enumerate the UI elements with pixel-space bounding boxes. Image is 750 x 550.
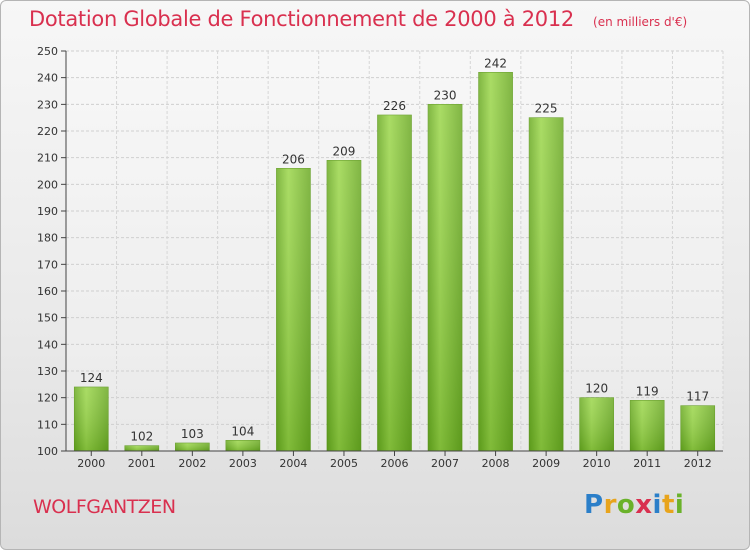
bar-shade — [377, 115, 412, 451]
x-tick-label: 2005 — [330, 457, 358, 470]
bar-shade — [680, 405, 715, 451]
bar-shade — [529, 117, 564, 452]
value-label: 209 — [333, 144, 356, 158]
x-tick-label: 2007 — [431, 457, 459, 470]
y-tick-label: 170 — [37, 258, 58, 271]
y-tick-label: 250 — [37, 45, 58, 58]
x-tick-label: 2006 — [381, 457, 409, 470]
y-tick-label: 240 — [37, 72, 58, 85]
chart-title: Dotation Globale de Fonctionnement de 20… — [29, 7, 574, 31]
y-tick-label: 180 — [37, 232, 58, 245]
value-label: 104 — [231, 424, 254, 438]
value-label: 119 — [636, 384, 659, 398]
title-row: Dotation Globale de Fonctionnement de 20… — [29, 7, 687, 31]
value-label: 225 — [535, 102, 558, 116]
x-tick-label: 2000 — [77, 457, 105, 470]
y-tick-label: 150 — [37, 312, 58, 325]
logo-letter: r — [603, 490, 617, 520]
axes: 100 110 120 130 140 150 160 170 180 190 200 210 220 2… — [37, 45, 723, 470]
y-tick-label: 130 — [37, 365, 58, 378]
bar-shade — [478, 72, 513, 451]
y-tick-label: 120 — [37, 392, 58, 405]
value-label: 230 — [434, 88, 457, 102]
logo-letter: i — [652, 490, 662, 520]
bar-shade — [74, 387, 109, 451]
bar-shade — [326, 160, 361, 452]
bar-shade — [276, 168, 311, 452]
y-tick-label: 190 — [37, 205, 58, 218]
bar-shade — [579, 397, 614, 451]
value-label: 206 — [282, 152, 305, 166]
x-tick-label: 2010 — [583, 457, 611, 470]
value-label: 103 — [181, 427, 204, 441]
value-label: 124 — [80, 371, 103, 385]
proxiti-logo: Proxiti — [584, 490, 684, 520]
x-tick-label: 2004 — [279, 457, 307, 470]
logo-letter: i — [674, 490, 685, 520]
value-label: 120 — [585, 382, 608, 396]
logo-letter: o — [616, 490, 636, 520]
x-tick-label: 2009 — [532, 457, 560, 470]
value-label: 226 — [383, 99, 406, 113]
bar-shade — [428, 104, 463, 451]
logo-letter: x — [635, 490, 653, 520]
logo-letter: P — [584, 490, 604, 520]
y-tick-label: 160 — [37, 285, 58, 298]
bar-shade — [124, 445, 159, 451]
logo-letter: t — [661, 490, 675, 520]
y-tick-label: 210 — [37, 152, 58, 165]
bar-shade — [225, 440, 260, 451]
x-tick-label: 2011 — [633, 457, 661, 470]
y-tick-label: 140 — [37, 338, 58, 351]
commune-name: WOLFGANTZEN — [33, 496, 176, 518]
y-tick-label: 230 — [37, 98, 58, 111]
chart-subtitle: (en milliers d'€) — [593, 15, 688, 29]
value-label: 117 — [686, 390, 709, 404]
x-tick-label: 2003 — [229, 457, 257, 470]
y-tick-label: 110 — [37, 418, 58, 431]
value-label: 242 — [484, 56, 507, 70]
bars: 124 102 103 104 206 209 226 230 242 225 120 119 117 — [73, 56, 716, 452]
x-tick-label: 2008 — [482, 457, 510, 470]
value-label: 102 — [130, 430, 153, 444]
x-tick-label: 2001 — [128, 457, 156, 470]
y-tick-label: 100 — [37, 445, 58, 458]
bar-shade — [175, 443, 210, 451]
y-tick-label: 220 — [37, 125, 58, 138]
y-tick-label: 200 — [37, 178, 58, 191]
x-tick-label: 2012 — [684, 457, 712, 470]
bar-shade — [630, 400, 665, 451]
x-tick-label: 2002 — [178, 457, 206, 470]
